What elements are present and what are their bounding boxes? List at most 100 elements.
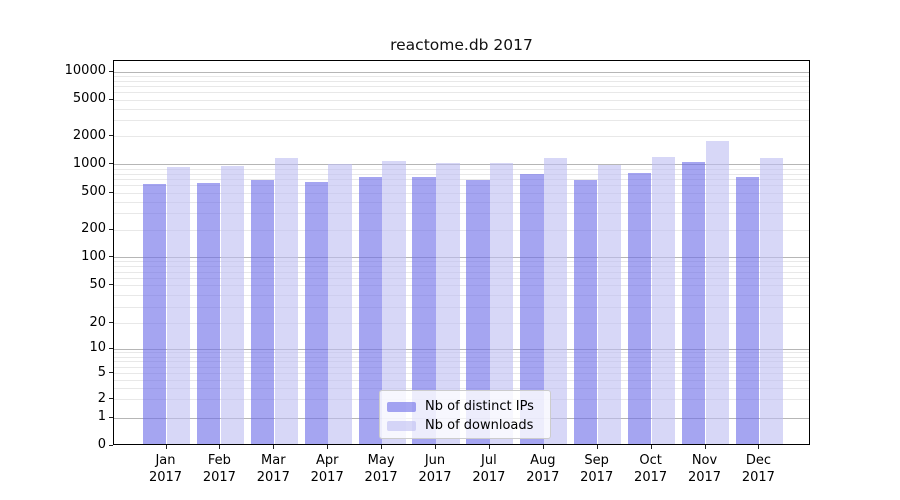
x-tick-year: 2017 [526,469,560,485]
y-tick-mark [109,347,113,349]
y-tick-label: 10 [89,340,106,356]
x-tick-label: Aug 2017 [515,453,571,486]
y-tick-mark [109,444,113,446]
legend-row: Nb of downloads [387,416,544,435]
x-tick-label: Mar 2017 [245,453,301,486]
y-tick-mark [109,163,113,165]
x-tick-mark [758,445,760,449]
bar-downloads-jul [490,163,514,444]
x-tick-month: Feb [207,453,231,468]
x-tick-label: Sep 2017 [569,453,625,486]
y-tick-label: 2000 [72,127,106,143]
gridline-minor [114,92,809,94]
gridline-minor [114,278,809,280]
x-tick-month: Mar [261,453,286,468]
legend: Nb of distinct IPs Nb of downloads [379,390,551,439]
gridline-minor [114,352,809,354]
bar-distinct-ips-sep [574,179,598,444]
x-tick-year: 2017 [418,469,452,485]
x-tick-mark [542,445,544,449]
y-tick-label: 5 [97,364,106,380]
legend-label: Nb of downloads [425,418,534,433]
x-tick-label: Feb 2017 [191,453,247,486]
y-tick-label: 1000 [72,155,106,171]
bar-distinct-ips-nov [681,161,706,444]
x-tick-mark [219,445,221,449]
y-tick-label: 100 [81,248,106,264]
gridline-minor [114,173,809,175]
gridline-minor [114,75,809,77]
x-tick-month: Jul [481,453,497,468]
x-tick-mark [327,445,329,449]
gridline-minor [114,271,809,273]
x-tick-year: 2017 [364,469,398,485]
y-tick-label: 10000 [64,63,106,78]
gridline-minor [114,192,809,194]
legend-label: Nb of distinct IPs [425,399,534,414]
gridline-minor [114,356,809,358]
gridline-minor [114,366,809,368]
bar-distinct-ips-jan [142,183,167,444]
bar-downloads-nov [705,141,730,444]
x-tick-year: 2017 [256,469,290,485]
legend-swatch-distinct-ips [387,401,416,412]
x-tick-mark [704,445,706,449]
x-tick-label: Jan 2017 [138,453,194,486]
bar-distinct-ips-jun [412,176,436,444]
x-tick-mark [165,445,167,449]
legend-swatch-downloads [387,420,416,431]
gridline-major [114,257,809,259]
gridline-minor [114,306,809,308]
gridline-minor [114,136,809,138]
plot-area: Nb of distinct IPs Nb of downloads [113,60,810,445]
x-tick-year: 2017 [472,469,506,485]
gridline-minor [114,80,809,82]
gridline-minor [114,85,809,87]
x-tick-month: Aug [530,453,556,468]
y-tick-mark [109,398,113,400]
x-tick-mark [381,445,383,449]
gridline-minor [114,201,809,203]
gridline-minor [114,99,809,101]
x-tick-label: Dec 2017 [730,453,786,486]
bar-downloads-apr [328,163,352,444]
x-tick-month: Jun [424,453,446,468]
bar-downloads-feb [220,165,244,444]
x-tick-month: Dec [745,453,771,468]
chart-title: reactome.db 2017 [390,36,533,54]
y-tick-label: 200 [81,221,106,237]
x-tick-label: Jun 2017 [407,453,463,486]
x-tick-year: 2017 [310,469,344,485]
x-tick-year: 2017 [634,469,668,485]
y-tick-mark [109,256,113,258]
x-tick-month: Apr [315,453,339,468]
gridline-minor [114,387,809,389]
x-tick-mark [488,445,490,449]
y-tick-label: 20 [89,314,106,330]
bar-downloads-jun [436,163,460,444]
y-tick-label: 5000 [72,91,106,106]
gridline-major [114,348,809,350]
x-tick-month: May [367,453,395,468]
bar-distinct-ips-may [358,176,382,444]
gridline-minor [114,185,809,187]
gridline-minor [114,229,809,231]
gridline-minor [114,261,809,263]
bar-distinct-ips-feb [196,182,221,444]
y-tick-label: 0 [97,437,106,452]
y-tick-mark [109,98,113,100]
bar-downloads-sep [597,165,622,444]
gridline-minor [114,379,809,381]
x-tick-label: Oct 2017 [623,453,679,486]
x-tick-mark [650,445,652,449]
gridline-minor [114,178,809,180]
x-tick-mark [273,445,275,449]
legend-row: Nb of distinct IPs [387,397,544,416]
y-tick-mark [109,228,113,230]
y-tick-mark [109,372,113,374]
y-tick-label: 500 [81,184,106,200]
gridline-major [114,71,809,73]
gridline-minor [114,373,809,375]
x-tick-label: May 2017 [353,453,409,486]
x-tick-year: 2017 [580,469,614,485]
